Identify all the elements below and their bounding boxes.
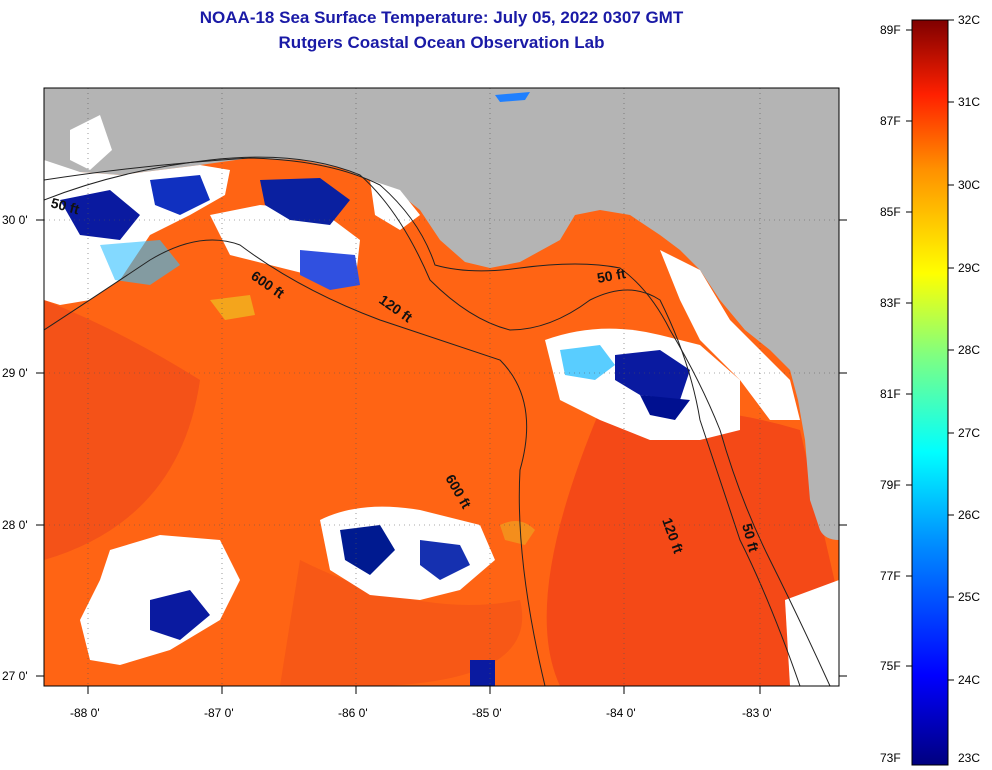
colorbar-c-label: 26C [958, 508, 980, 522]
colorbar-f-label: 73F [880, 751, 901, 765]
colorbar-c-label: 27C [958, 426, 980, 440]
lon-label: -84 0' [606, 706, 636, 720]
lat-label: 29 0' [2, 366, 28, 380]
colorbar-f-label: 85F [880, 205, 901, 219]
cold-fringe [470, 660, 495, 686]
map-panel: 50 ft 600 ft 120 ft 50 ft 600 ft 120 ft … [44, 88, 839, 686]
land-mass [44, 88, 839, 540]
cold-fringe [420, 540, 470, 580]
lon-label: -85 0' [472, 706, 502, 720]
colorbar-c-label: 32C [958, 13, 980, 27]
colorbar-f-label: 89F [880, 23, 901, 37]
lat-label: 30 0' [2, 213, 28, 227]
cold-fringe [640, 395, 690, 420]
warm-fringe [210, 295, 255, 320]
lat-label: 27 0' [2, 669, 28, 683]
colorbar-f-label: 81F [880, 387, 901, 401]
map-title: NOAA-18 Sea Surface Temperature: July 05… [199, 8, 684, 27]
cold-fringe [560, 345, 615, 380]
warm-water-patch [546, 407, 839, 686]
cold-fringe [150, 175, 210, 215]
colorbar-f-label: 75F [880, 659, 901, 673]
lon-label: -86 0' [338, 706, 368, 720]
cold-fringe [260, 178, 350, 225]
cold-fringe [615, 350, 690, 400]
warm-water-patch [44, 300, 200, 560]
cold-fringe [150, 590, 210, 640]
warm-fringe [500, 521, 535, 545]
lat-label: 28 0' [2, 518, 28, 532]
contour-50ft [44, 157, 831, 686]
cold-fringe [300, 250, 360, 290]
axis-ticks [36, 219, 847, 694]
colorbar-c-label: 25C [958, 590, 980, 604]
colorbar-f-label: 83F [880, 296, 901, 310]
colorbar-c-label: 29C [958, 261, 980, 275]
lon-label: -88 0' [70, 706, 100, 720]
colorbar-f-label: 77F [880, 569, 901, 583]
colorbar-f-label: 87F [880, 114, 901, 128]
colorbar-c-label: 28C [958, 343, 980, 357]
lon-label: -83 0' [742, 706, 772, 720]
cold-fringe [495, 92, 530, 102]
map-frame [43, 87, 840, 687]
colorbar [911, 19, 949, 766]
contour-600ft [44, 239, 546, 686]
contour-label: 50 ft [49, 194, 81, 217]
contour-120ft [44, 156, 801, 686]
cold-fringe [60, 190, 140, 240]
cold-fringe [100, 240, 180, 285]
colorbar-c-label: 30C [958, 178, 980, 192]
cloud-cover [660, 250, 800, 420]
map-subtitle: Rutgers Coastal Ocean Observation Lab [278, 33, 605, 52]
warm-water-patch [280, 560, 523, 686]
cloud-cover [370, 180, 420, 230]
lon-label: -87 0' [204, 706, 234, 720]
contour-label: 50 ft [596, 265, 627, 286]
cold-fringe [340, 525, 395, 575]
cloud-cover [785, 580, 839, 686]
cloud-cover [70, 115, 112, 170]
contour-label: 50 ft [739, 522, 762, 554]
colorbar-c-label: 31C [958, 95, 980, 109]
colorbar-c-label: 24C [958, 673, 980, 687]
colorbar-c-label: 23C [958, 751, 980, 765]
colorbar-ticks [906, 19, 954, 681]
colorbar-f-label: 79F [880, 478, 901, 492]
